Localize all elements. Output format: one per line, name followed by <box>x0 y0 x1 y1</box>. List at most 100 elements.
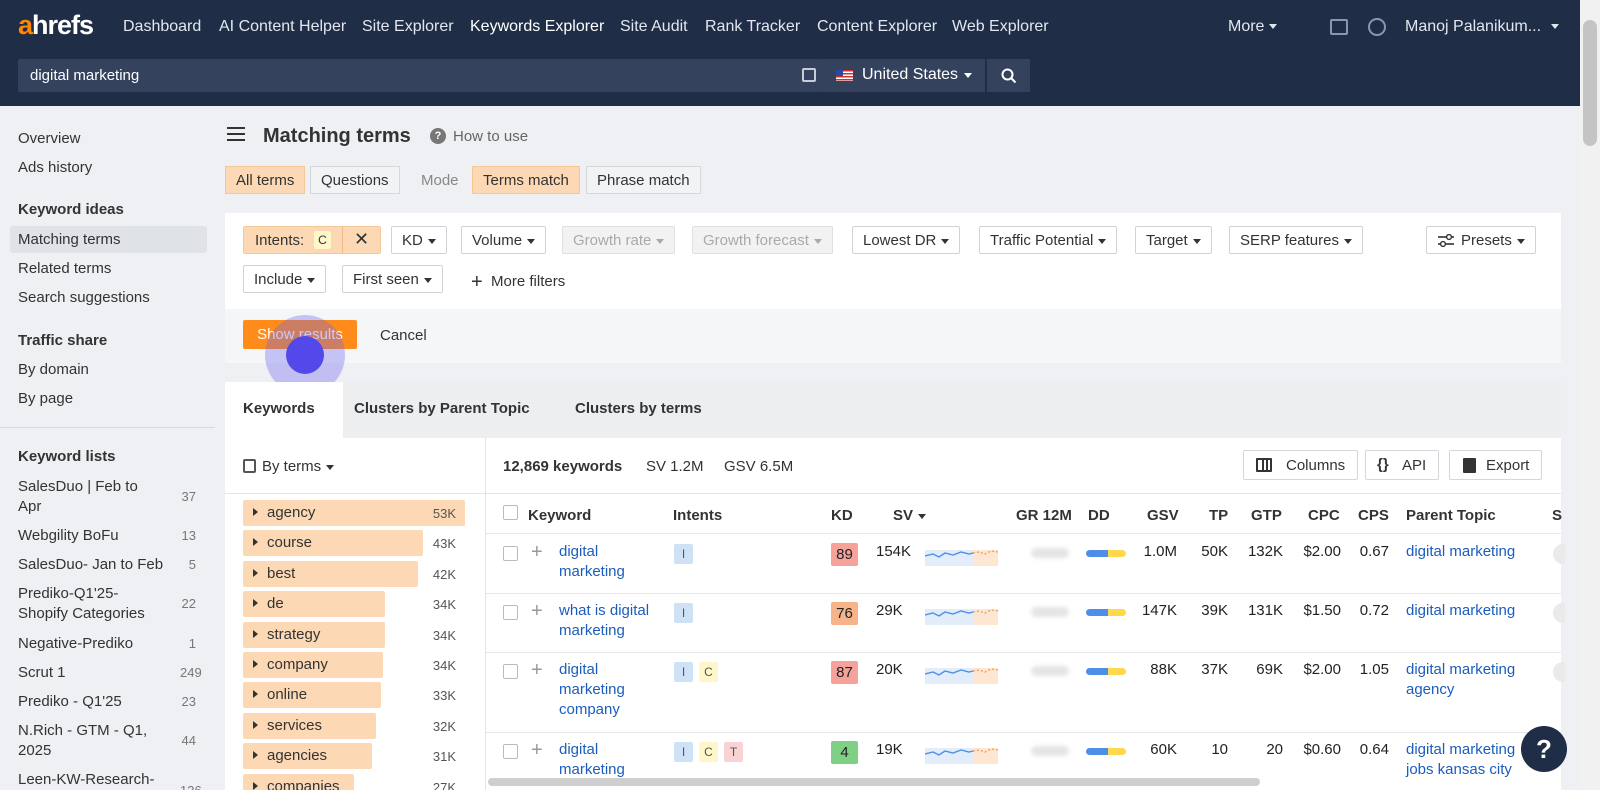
volume-filter[interactable]: Volume <box>461 226 547 254</box>
help-chat-button[interactable]: ? <box>1521 726 1567 772</box>
nav-more-dropdown[interactable]: More <box>1228 18 1278 36</box>
keyword-list-item-line2[interactable]: Apr <box>18 498 42 515</box>
nav-site-explorer[interactable]: Site Explorer <box>362 18 454 35</box>
parent-topic-link[interactable]: digital marketing <box>1406 543 1516 560</box>
scrollbar-thumb[interactable] <box>1583 20 1597 146</box>
search-button[interactable] <box>987 59 1030 92</box>
serp-button[interactable] <box>1553 662 1565 682</box>
add-to-list-icon[interactable]: + <box>531 541 543 563</box>
target-filter[interactable]: Target <box>1135 226 1212 254</box>
columns-button[interactable]: Columns <box>1243 450 1359 480</box>
term-bar[interactable]: online <box>243 682 381 709</box>
keyword-list-item[interactable]: Prediko-Q1'25- <box>18 585 119 602</box>
phrase-match-toggle[interactable]: Phrase match <box>586 166 701 194</box>
row-checkbox[interactable] <box>503 605 518 620</box>
more-filters-button[interactable]: + More filters <box>471 271 566 293</box>
col-gtp[interactable]: GTP <box>1251 507 1282 524</box>
sidebar-item-search-suggestions[interactable]: Search suggestions <box>18 289 150 306</box>
col-dd[interactable]: DD <box>1088 507 1110 524</box>
by-terms-dropdown[interactable]: By terms <box>243 458 335 475</box>
col-cps[interactable]: CPS <box>1358 507 1389 524</box>
nav-content-explorer[interactable]: Content Explorer <box>817 18 938 35</box>
sidebar-item-overview[interactable]: Overview <box>18 130 81 147</box>
keyword-list-item[interactable]: SalesDuo- Jan to Feb <box>18 556 164 573</box>
add-to-list-icon[interactable]: + <box>531 739 543 761</box>
term-bar[interactable]: services <box>243 712 376 739</box>
keyword-link-line3[interactable]: company <box>559 701 620 718</box>
parent-topic-link-line2[interactable]: jobs kansas city <box>1406 761 1512 778</box>
intents-filter-chip[interactable]: Intents: C ✕ <box>243 226 381 254</box>
term-bar[interactable]: agency <box>243 500 465 526</box>
nav-site-audit[interactable]: Site Audit <box>620 18 688 35</box>
nav-rank-tracker[interactable]: Rank Tracker <box>705 18 801 35</box>
sidebar-item-related-terms[interactable]: Related terms <box>18 260 112 277</box>
nav-ai-content-helper[interactable]: AI Content Helper <box>219 18 347 35</box>
growth-rate-filter[interactable]: Growth rate <box>562 226 676 254</box>
col-s[interactable]: S <box>1552 507 1563 524</box>
serp-button[interactable] <box>1553 544 1565 564</box>
growth-forecast-filter[interactable]: Growth forecast <box>692 226 833 254</box>
traffic-potential-filter[interactable]: Traffic Potential <box>979 226 1118 254</box>
ahrefs-logo[interactable]: ahrefs <box>18 10 94 40</box>
keyword-list-item[interactable]: Scrut 1 <box>18 664 66 681</box>
serp-features-filter[interactable]: SERP features <box>1229 226 1363 254</box>
kd-filter[interactable]: KD <box>391 226 447 254</box>
menu-icon[interactable] <box>227 127 245 141</box>
col-sv[interactable]: SV <box>893 507 927 524</box>
keyword-list-item[interactable]: Leen-KW-Research- <box>18 771 155 788</box>
term-bar[interactable]: strategy <box>243 621 385 648</box>
page-scrollbar[interactable] <box>1580 0 1600 790</box>
show-results-button[interactable]: Show results <box>243 320 357 349</box>
cancel-button[interactable]: Cancel <box>380 327 427 344</box>
nav-dashboard[interactable]: Dashboard <box>123 18 202 35</box>
term-bar[interactable]: agencies <box>243 743 372 770</box>
serp-button[interactable] <box>1553 603 1565 623</box>
keyword-search-input[interactable]: digital marketing <box>18 59 822 92</box>
table-horizontal-scrollbar[interactable] <box>488 778 1260 786</box>
nav-keywords-explorer[interactable]: Keywords Explorer <box>470 18 605 35</box>
country-select[interactable]: United States <box>822 59 985 92</box>
select-all-checkbox[interactable] <box>503 505 518 520</box>
parent-topic-link[interactable]: digital marketing <box>1406 741 1516 758</box>
terms-match-toggle[interactable]: Terms match <box>472 166 580 194</box>
col-tp[interactable]: TP <box>1209 507 1229 524</box>
keyword-list-item[interactable]: Webgility BoFu <box>18 527 119 544</box>
inbox-icon[interactable] <box>1330 19 1348 35</box>
col-intents[interactable]: Intents <box>673 507 723 524</box>
row-checkbox[interactable] <box>503 744 518 759</box>
how-to-use-link[interactable]: How to use <box>453 128 529 145</box>
col-gr-12m[interactable]: GR 12M <box>1016 507 1072 524</box>
tab-keywords[interactable]: Keywords <box>243 400 315 417</box>
term-bar[interactable]: course <box>243 530 423 557</box>
gauge-icon[interactable] <box>1368 18 1386 36</box>
parent-topic-link[interactable]: digital marketing <box>1406 661 1516 678</box>
row-checkbox[interactable] <box>503 546 518 561</box>
presets-button[interactable]: Presets <box>1426 226 1536 254</box>
col-gsv[interactable]: GSV <box>1147 507 1179 524</box>
sidebar-item-by-domain[interactable]: By domain <box>18 361 89 378</box>
sidebar-item-by-page[interactable]: By page <box>18 390 74 407</box>
term-bar[interactable]: company <box>243 652 383 678</box>
keyword-list-item-line2[interactable]: 2025 <box>18 742 52 759</box>
add-to-list-icon[interactable]: + <box>531 659 543 681</box>
term-bar[interactable]: de <box>243 591 385 618</box>
keyword-list-icon[interactable] <box>802 68 816 82</box>
keyword-list-item[interactable]: Prediko - Q1'25 <box>18 693 122 710</box>
first-seen-filter[interactable]: First seen <box>342 265 443 293</box>
keyword-link-line2[interactable]: marketing <box>559 622 625 639</box>
col-kd[interactable]: KD <box>831 507 853 524</box>
keyword-list-item[interactable]: SalesDuo | Feb to <box>18 478 138 495</box>
add-to-list-icon[interactable]: + <box>531 600 543 622</box>
all-terms-toggle[interactable]: All terms <box>225 166 306 194</box>
parent-topic-link-line2[interactable]: agency <box>1406 681 1455 698</box>
user-menu[interactable]: Manoj Palanikum... <box>1405 18 1560 36</box>
keyword-link-line2[interactable]: marketing <box>559 761 625 778</box>
sidebar-item-ads-history[interactable]: Ads history <box>18 159 93 176</box>
keyword-link-line2[interactable]: marketing <box>559 563 625 580</box>
questions-toggle[interactable]: Questions <box>310 166 400 194</box>
help-circle-icon[interactable]: ? <box>430 128 446 144</box>
keyword-list-item[interactable]: Negative-Prediko <box>18 635 134 652</box>
row-checkbox[interactable] <box>503 664 518 679</box>
lowest-dr-filter[interactable]: Lowest DR <box>852 226 961 254</box>
term-bar[interactable]: best <box>243 560 418 587</box>
